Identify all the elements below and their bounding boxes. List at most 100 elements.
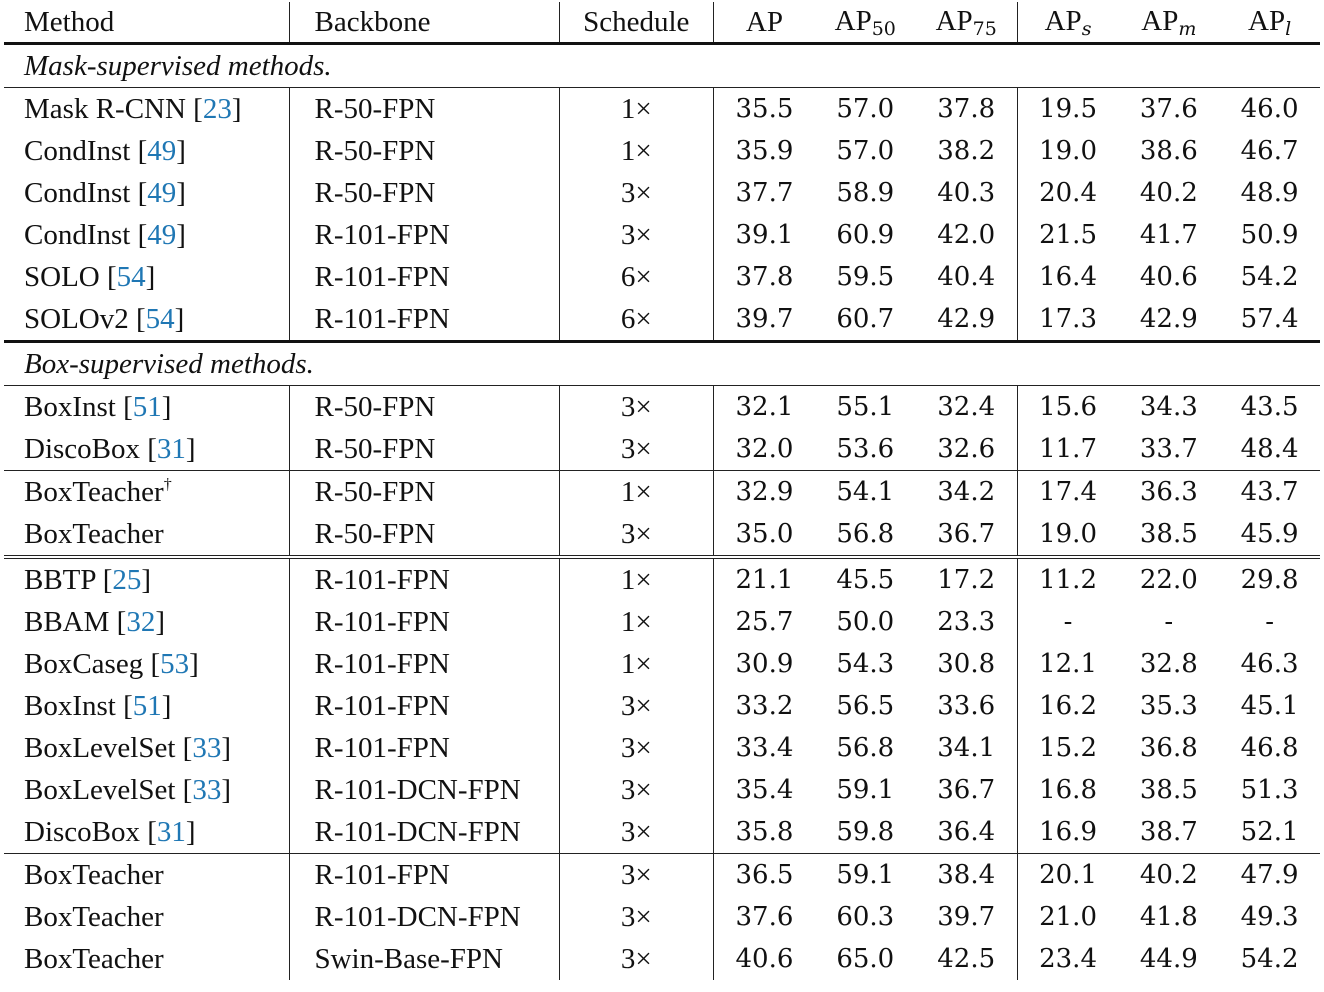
cite-bracket: ] bbox=[231, 92, 242, 125]
header-apl: APl bbox=[1219, 2, 1320, 45]
cell-method: CondInst [49] bbox=[4, 172, 290, 214]
cite-bracket: ] bbox=[221, 773, 232, 806]
cite-bracket: [ bbox=[193, 92, 203, 125]
cite-bracket: ] bbox=[221, 731, 232, 764]
cell-ap: 35.5 bbox=[713, 87, 815, 130]
cell-apl: 46.3 bbox=[1240, 649, 1299, 679]
cell-apl: 52.1 bbox=[1219, 811, 1320, 854]
cite-bracket: [ bbox=[123, 689, 133, 722]
citation-link[interactable]: 51 bbox=[132, 689, 162, 722]
method-name: CondInst bbox=[24, 134, 138, 167]
cell-apl: 57.4 bbox=[1219, 298, 1320, 343]
cell-ap50: 45.5 bbox=[836, 565, 895, 595]
cell-backbone: R-50-FPN bbox=[289, 87, 560, 130]
cell-method: BBAM [32] bbox=[4, 601, 290, 643]
cell-schedule: 1× bbox=[558, 601, 714, 643]
cell-ap: 32.9 bbox=[713, 470, 815, 513]
cell-method: BoxTeacher bbox=[4, 896, 290, 938]
header-aps-sub: s bbox=[1081, 17, 1092, 40]
table-body: Mask-supervised methods. Mask R-CNN [23] R… bbox=[4, 43, 1320, 980]
cell-ap50: 50.0 bbox=[836, 607, 895, 637]
cell-apm: 34.3 bbox=[1139, 392, 1198, 422]
method-name: CondInst bbox=[24, 218, 138, 251]
cell-ap50: 59.5 bbox=[836, 262, 895, 292]
cell-apl: 45.1 bbox=[1240, 691, 1299, 721]
cell-ap50: 55.1 bbox=[836, 392, 895, 422]
cell-aps: 19.0 bbox=[1016, 130, 1119, 172]
cell-apl: 48.4 bbox=[1219, 428, 1320, 471]
cell-ap50: 58.9 bbox=[836, 178, 895, 208]
cell-aps: 21.5 bbox=[1016, 214, 1119, 256]
citation-link[interactable]: 49 bbox=[147, 176, 177, 209]
header-apm-base: AP bbox=[1141, 4, 1179, 37]
cell-backbone: R-101-FPN bbox=[289, 853, 560, 896]
table-row: BoxTeacher R-101-DCN-FPN 3× 37.6 60.3 39.7 21.… bbox=[4, 896, 1320, 938]
cell-ap50: 60.7 bbox=[814, 298, 916, 343]
cell-ap50: 60.9 bbox=[836, 220, 895, 250]
cell-schedule: 1× bbox=[558, 557, 714, 601]
method-name: BoxTeacher bbox=[24, 942, 164, 975]
table-row: BoxLevelSet [33] R-101-FPN 3× 33.4 56.8 34.1 1… bbox=[4, 727, 1320, 769]
citation-link[interactable]: 54 bbox=[116, 260, 146, 293]
cell-ap: 35.4 bbox=[713, 769, 815, 811]
section-title: Box-supervised methods. bbox=[4, 341, 1320, 386]
cell-schedule: 3× bbox=[558, 428, 714, 471]
cell-ap: 25.7 bbox=[713, 601, 815, 643]
cell-apm: 38.5 bbox=[1118, 513, 1220, 559]
citation-link[interactable]: 23 bbox=[202, 92, 232, 125]
citation-link[interactable]: 31 bbox=[156, 432, 186, 465]
cell-apl: 43.7 bbox=[1240, 477, 1299, 507]
cell-apm: 40.2 bbox=[1139, 178, 1198, 208]
cell-schedule: 6× bbox=[558, 256, 714, 298]
table-row: CondInst [49] R-50-FPN 1× 35.9 57.0 38.2 19.0 3… bbox=[4, 130, 1320, 172]
cell-ap: 33.4 bbox=[713, 727, 815, 769]
citation-link[interactable]: 33 bbox=[192, 773, 222, 806]
cell-apl: 45.9 bbox=[1219, 513, 1320, 559]
cell-schedule: 1× bbox=[558, 87, 714, 130]
cell-schedule: 3× bbox=[558, 811, 714, 854]
citation-link[interactable]: 53 bbox=[160, 647, 190, 680]
table-row: BoxTeacher R-50-FPN 3× 35.0 56.8 36.7 19.0 38.5… bbox=[4, 513, 1320, 559]
cell-ap75: 40.4 bbox=[937, 262, 996, 292]
header-apl-base: AP bbox=[1248, 4, 1286, 37]
cell-apm: 38.5 bbox=[1139, 775, 1198, 805]
cell-aps: 15.6 bbox=[1016, 385, 1119, 428]
cite-bracket: [ bbox=[123, 390, 133, 423]
cell-method: BoxTeacher† bbox=[4, 471, 290, 514]
cell-ap50: 57.0 bbox=[836, 136, 895, 166]
cell-ap50: 59.1 bbox=[836, 775, 895, 805]
cell-ap75: 42.5 bbox=[937, 944, 996, 974]
citation-link[interactable]: 49 bbox=[147, 218, 177, 251]
cell-backbone: R-50-FPN bbox=[289, 385, 560, 428]
cell-apl: 54.2 bbox=[1240, 262, 1299, 292]
cell-ap: 37.7 bbox=[713, 172, 815, 214]
citation-link[interactable]: 25 bbox=[112, 563, 142, 596]
method-name: BoxTeacher bbox=[24, 517, 164, 550]
cite-bracket: ] bbox=[161, 689, 172, 722]
table-row: BBAM [32] R-101-FPN 1× 25.7 50.0 23.3- - - bbox=[4, 601, 1320, 643]
header-apm-sub: m bbox=[1178, 17, 1197, 40]
cite-bracket: [ bbox=[150, 647, 161, 680]
cell-method: SOLOv2 [54] bbox=[4, 298, 290, 343]
table-row: BoxInst [51] R-50-FPN 3× 32.1 55.1 32.4 15.6 34… bbox=[4, 385, 1320, 428]
cell-ap50: 60.3 bbox=[836, 902, 895, 932]
section-header-row: Box-supervised methods. bbox=[4, 341, 1320, 386]
table-row: CondInst [49] R-50-FPN 3× 37.7 58.9 40.3 20.4 4… bbox=[4, 172, 1320, 214]
citation-link[interactable]: 49 bbox=[147, 134, 177, 167]
cell-ap: 37.6 bbox=[713, 896, 815, 938]
citation-link[interactable]: 51 bbox=[132, 390, 162, 423]
cell-method: Mask R-CNN [23] bbox=[4, 88, 290, 131]
citation-link[interactable]: 33 bbox=[192, 731, 222, 764]
citation-link[interactable]: 31 bbox=[156, 815, 186, 848]
cell-method: BoxTeacher bbox=[4, 938, 290, 980]
cite-bracket: ] bbox=[185, 432, 196, 465]
cell-ap75: 38.2 bbox=[937, 136, 996, 166]
citation-link[interactable]: 54 bbox=[145, 302, 175, 335]
cell-apm: 41.8 bbox=[1139, 902, 1198, 932]
method-name: BoxInst bbox=[24, 390, 124, 423]
cell-ap75: 32.4 bbox=[937, 392, 996, 422]
cite-bracket: ] bbox=[176, 176, 186, 209]
citation-link[interactable]: 32 bbox=[126, 605, 156, 638]
cell-backbone: R-101-FPN bbox=[289, 256, 560, 298]
cell-aps: 16.9 bbox=[1016, 811, 1119, 854]
